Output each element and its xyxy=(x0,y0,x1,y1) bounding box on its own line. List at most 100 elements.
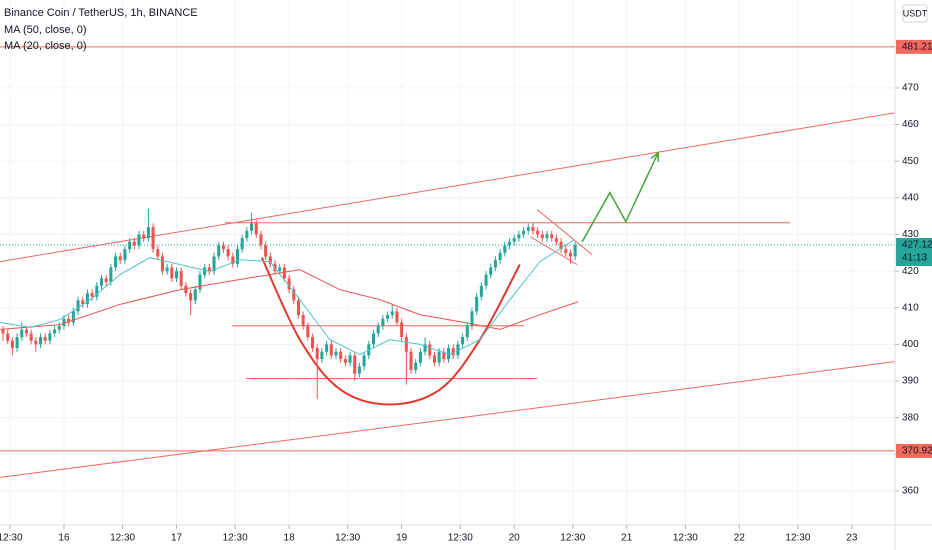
candle-body xyxy=(447,348,451,360)
candle-body xyxy=(311,337,315,349)
candle-body xyxy=(15,337,19,349)
y-tick-label: 430 xyxy=(902,229,919,240)
candle-body xyxy=(99,278,104,286)
candle-body xyxy=(296,300,300,316)
candle-body xyxy=(118,256,122,261)
y-tick-label: 400 xyxy=(902,339,919,350)
candle-body xyxy=(409,351,413,371)
level-label: 481.21 xyxy=(902,41,932,52)
y-tick-label: 410 xyxy=(902,302,919,313)
candle-body xyxy=(432,355,436,363)
x-tick-label: 12:30 xyxy=(560,533,585,544)
legend: Binance Coin / TetherUS, 1h, BINANCE MA … xyxy=(4,7,198,52)
candle-body xyxy=(207,267,211,272)
chart-title: Binance Coin / TetherUS, 1h, BINANCE xyxy=(4,7,198,19)
candle-body xyxy=(170,267,174,279)
drawings-layer xyxy=(0,46,896,478)
candle-body xyxy=(245,230,249,239)
candle-body xyxy=(254,223,258,235)
candle-body xyxy=(479,285,483,297)
candle-body xyxy=(568,252,572,257)
candle-body xyxy=(198,274,202,290)
candle-body xyxy=(339,351,343,360)
candle-body xyxy=(540,234,544,239)
candle-body xyxy=(165,267,169,272)
x-tick-label: 17 xyxy=(171,533,183,544)
candle-body xyxy=(114,256,118,268)
level-label-box xyxy=(896,443,932,458)
level-label-box xyxy=(896,39,932,54)
candle-body xyxy=(386,315,390,319)
y-tick-label: 360 xyxy=(902,486,919,497)
candle-body xyxy=(250,223,254,231)
candle-body xyxy=(109,267,113,283)
candle-body xyxy=(217,245,221,257)
candle-body xyxy=(573,245,577,257)
candle-body xyxy=(142,234,146,239)
candle-body xyxy=(325,344,329,352)
candle-body xyxy=(179,271,183,286)
x-tick-label: 21 xyxy=(621,533,633,544)
candle-body xyxy=(6,333,10,341)
candle-body xyxy=(292,289,296,301)
candle-body xyxy=(348,355,352,363)
candle-body xyxy=(287,278,291,290)
candle-body xyxy=(414,362,418,371)
candle-body xyxy=(174,271,179,279)
candle-body xyxy=(53,329,57,334)
y-tick-label: 440 xyxy=(902,192,919,203)
candle-body xyxy=(268,256,272,264)
candle-body xyxy=(554,238,558,242)
candles-layer xyxy=(1,208,577,400)
candle-body xyxy=(395,311,399,323)
candle-body xyxy=(156,249,160,257)
level-label: 370.92 xyxy=(902,446,932,457)
moving-average xyxy=(0,239,575,356)
candle-body xyxy=(461,337,465,345)
ma-layer xyxy=(0,239,895,356)
candle-body xyxy=(226,249,230,257)
candle-body xyxy=(90,293,94,297)
candle-body xyxy=(404,337,408,352)
candle-body xyxy=(545,234,549,239)
projection-arrow xyxy=(581,152,659,243)
candle-body xyxy=(104,278,108,283)
candle-body xyxy=(212,256,216,272)
x-tick-label: 12:30 xyxy=(0,533,23,544)
candle-body xyxy=(301,315,305,327)
candle-body xyxy=(160,256,164,272)
candle-body xyxy=(10,340,14,349)
x-tick-label: 18 xyxy=(284,533,296,544)
candle-body xyxy=(132,241,136,246)
candle-body xyxy=(423,344,427,352)
candle-body xyxy=(189,293,193,301)
candle-body xyxy=(489,267,493,275)
candle-body xyxy=(498,252,502,261)
candle-body xyxy=(475,296,479,312)
candle-body xyxy=(357,366,361,374)
candle-body xyxy=(240,238,244,250)
candle-body xyxy=(536,230,540,235)
candle-body xyxy=(146,227,150,239)
candle-body xyxy=(231,256,235,264)
candle-body xyxy=(278,267,282,272)
candle-body xyxy=(264,245,268,257)
candle-body xyxy=(193,289,197,301)
candle-body xyxy=(442,351,446,360)
candle-body xyxy=(484,274,488,286)
candle-body xyxy=(62,318,66,327)
last-price-label: 427.12 xyxy=(902,240,932,251)
candle-body xyxy=(315,348,319,360)
candle-body xyxy=(371,333,376,345)
candle-body xyxy=(151,227,155,250)
candle-body xyxy=(71,311,75,323)
candle-body xyxy=(85,293,89,305)
candle-body xyxy=(43,337,47,341)
candle-body xyxy=(334,351,338,356)
candle-body xyxy=(418,351,422,363)
currency-box[interactable] xyxy=(902,4,928,23)
candle-body xyxy=(1,329,5,334)
candle-body xyxy=(184,285,188,294)
candle-body xyxy=(465,326,469,338)
x-tick-label: 20 xyxy=(509,533,521,544)
